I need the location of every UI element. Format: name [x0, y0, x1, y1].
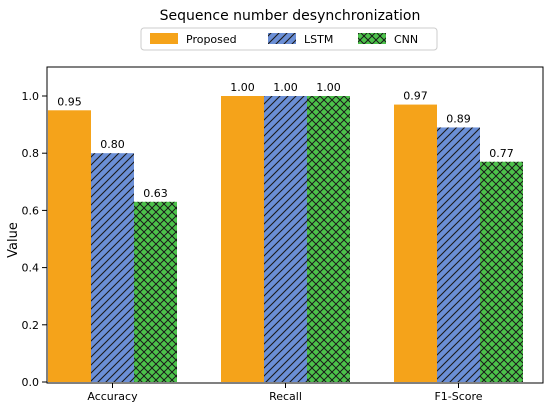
bar-series: 0.95 0.80 0.63 1.00 1.00 1.00 0.97 0.89 0.77 — [48, 81, 523, 383]
legend-swatch-hatch — [268, 33, 296, 44]
legend-swatch — [150, 33, 178, 44]
y-tick-label: 0.0 — [22, 376, 40, 389]
data-label: 0.97 — [403, 90, 428, 103]
data-label: 1.00 — [273, 81, 298, 94]
y-tick-label: 0.6 — [22, 204, 40, 217]
data-label: 0.77 — [489, 147, 514, 160]
y-axis-ticks: 0.0 0.2 0.4 0.6 0.8 1.0 — [22, 90, 47, 389]
bar-hatch-cnn — [480, 161, 523, 382]
legend-label: LSTM — [304, 33, 333, 46]
plot-frame — [46, 66, 544, 384]
data-label: 1.00 — [316, 81, 341, 94]
x-tick-label: Accuracy — [87, 390, 138, 403]
data-label: 0.89 — [446, 112, 471, 125]
y-axis-label: Value — [6, 222, 21, 258]
chart-title: Sequence number desynchronization — [160, 8, 421, 24]
bar-proposed — [48, 110, 91, 383]
bar-hatch-cnn — [134, 201, 177, 382]
legend-label: Proposed — [186, 33, 237, 46]
x-tick-label: F1-Score — [434, 390, 482, 403]
x-tick-label: Recall — [269, 390, 302, 403]
bar-proposed — [221, 96, 264, 382]
data-label: 1.00 — [230, 81, 255, 94]
bar-hatch-lstm — [91, 153, 134, 382]
legend-swatch-hatch — [358, 33, 386, 44]
data-label: 0.95 — [57, 95, 82, 108]
x-axis-ticks: Accuracy Recall F1-Score — [87, 383, 483, 403]
y-tick-label: 1.0 — [22, 90, 40, 103]
y-tick-label: 0.4 — [22, 262, 40, 275]
bar-hatch-lstm — [437, 127, 480, 383]
y-tick-label: 0.8 — [22, 147, 40, 160]
legend-label: CNN — [394, 33, 418, 46]
bar-hatch-lstm — [264, 96, 307, 382]
bar-proposed — [394, 104, 437, 382]
legend: Proposed LSTM CNN — [140, 27, 438, 51]
y-tick-label: 0.2 — [22, 319, 40, 332]
bar-hatch-cnn — [307, 96, 350, 382]
data-label: 0.80 — [100, 138, 125, 151]
data-label: 0.63 — [143, 187, 168, 200]
